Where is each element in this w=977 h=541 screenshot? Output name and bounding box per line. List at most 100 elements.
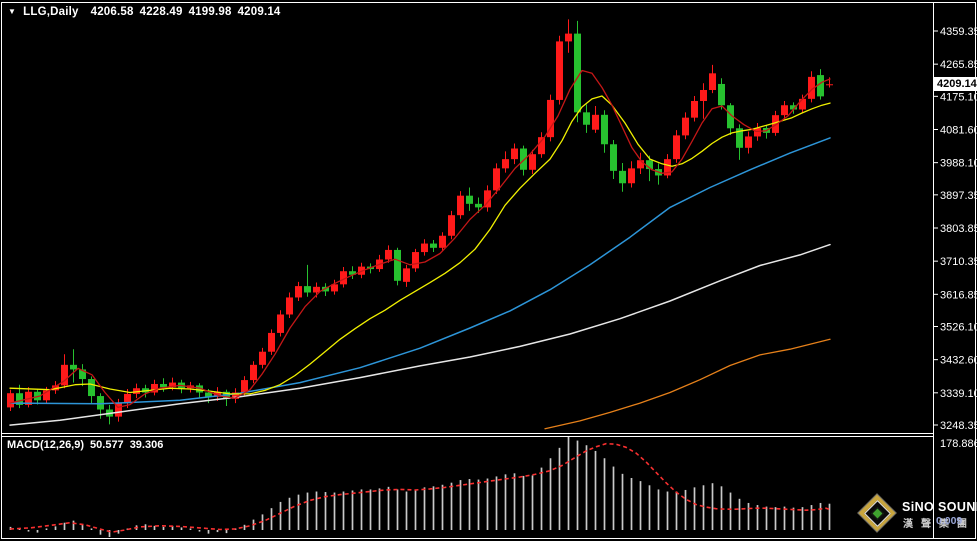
macd-signal-line — [9, 442, 831, 533]
candle-body — [241, 380, 248, 393]
candle-body — [439, 235, 446, 248]
candle-body — [304, 286, 311, 293]
candle-body — [727, 105, 734, 129]
candle-body — [673, 135, 680, 160]
collapse-triangle-icon[interactable]: ▼ — [8, 6, 17, 16]
macd-indicator-label: MACD(12,26,9) — [7, 439, 85, 451]
candle-body — [259, 351, 266, 365]
candle-body — [160, 383, 167, 388]
candle-body — [826, 84, 833, 86]
ma-slow-blue — [9, 137, 831, 405]
candle-body — [511, 148, 518, 160]
candle-body — [601, 114, 608, 145]
candle-body — [151, 383, 158, 393]
price-axis-label: 4359.35 — [940, 26, 977, 38]
candle-body — [745, 136, 752, 148]
macd-signal — [9, 442, 831, 533]
candle-body — [529, 154, 536, 170]
candle-body — [133, 388, 140, 394]
price-axis-label: 3526.10 — [940, 322, 977, 334]
candle-body — [286, 297, 293, 315]
pane-divider[interactable] — [2, 432, 933, 438]
candle-body — [403, 268, 410, 282]
price-axis-label: 4081.60 — [940, 125, 977, 137]
candle-body — [97, 396, 104, 410]
candle-body — [115, 403, 122, 417]
candle-body — [799, 98, 806, 110]
macd-axis-min-label: 0.009 — [936, 515, 963, 527]
price-axis-label: 3432.60 — [940, 355, 977, 367]
candle-body — [331, 284, 338, 292]
candle-body — [43, 390, 50, 401]
candle-body — [502, 159, 509, 169]
candle-body — [520, 148, 527, 170]
candle-body — [214, 391, 221, 397]
price-axis-label: 4265.85 — [940, 59, 977, 71]
chart-header: ▼ LLG,Daily 4206.58 4228.49 4199.98 4209… — [8, 6, 287, 18]
candle-body — [691, 100, 698, 118]
price-axis-label: 3803.85 — [940, 223, 977, 235]
current-price-badge: 4209.14 — [934, 77, 977, 91]
candle-body — [79, 369, 86, 380]
candle-body — [484, 190, 491, 208]
candle-body — [7, 393, 14, 408]
candle-body — [709, 73, 716, 90]
candle-body — [646, 160, 653, 170]
candle-body — [268, 332, 275, 352]
candle-body — [466, 195, 473, 204]
candle-body — [664, 159, 671, 176]
broker-watermark: SiNO SOUND 漢聲集團 — [856, 492, 977, 538]
candle-body — [412, 252, 419, 269]
ma-fast-red — [9, 69, 831, 409]
candle-body — [772, 115, 779, 133]
candle-body — [277, 314, 284, 333]
watermark-chinese-text: 漢聲集團 — [903, 519, 975, 530]
candle-body — [718, 83, 725, 106]
candle-body — [817, 75, 824, 97]
candle-body — [682, 117, 689, 136]
candle-body — [583, 112, 590, 125]
candle-body — [592, 114, 599, 130]
candle-body — [556, 41, 563, 100]
candle-body — [196, 385, 203, 393]
candle-body — [754, 127, 761, 137]
candle-body — [385, 249, 392, 260]
candle-body — [70, 364, 77, 370]
macd-signal-value: 39.306 — [129, 439, 164, 451]
candle-body — [493, 168, 500, 191]
macd-header: MACD(12,26,9) 50.577 39.306 — [7, 439, 163, 451]
ma-mid-yellow — [9, 95, 831, 395]
candle-body — [430, 243, 437, 248]
candle-body — [565, 33, 572, 42]
candle-body — [349, 271, 356, 275]
candle-body — [574, 33, 581, 113]
candle-body — [394, 249, 401, 281]
symbol-timeframe-label: LLG,Daily — [23, 6, 79, 18]
ma-overlays — [9, 69, 831, 430]
price-axis-label: 3248.35 — [940, 420, 977, 432]
price-axis-label: 3616.85 — [940, 289, 977, 301]
macd-histogram — [9, 437, 831, 537]
candle-body — [448, 215, 455, 236]
candle-body — [781, 105, 788, 116]
candle-body — [457, 195, 464, 216]
candle-body — [16, 393, 23, 405]
ohlc-high: 4228.49 — [139, 6, 183, 18]
ma-slow-orange — [544, 338, 831, 430]
candle-body — [808, 76, 815, 99]
macd-main-value: 50.577 — [90, 439, 124, 451]
candle-body — [619, 170, 626, 184]
ohlc-close: 4209.14 — [237, 6, 281, 18]
candle-body — [736, 128, 743, 148]
ohlc-open: 4206.58 — [90, 6, 134, 18]
candle-body — [205, 392, 212, 397]
candle-body — [610, 144, 617, 171]
candle-body — [475, 203, 482, 208]
ma-slow-white — [9, 243, 831, 426]
price-axis-label: 3339.10 — [940, 388, 977, 400]
price-axis-label: 3897.35 — [940, 190, 977, 202]
ohlc-low: 4199.98 — [188, 6, 232, 18]
candlestick-series — [7, 19, 833, 425]
